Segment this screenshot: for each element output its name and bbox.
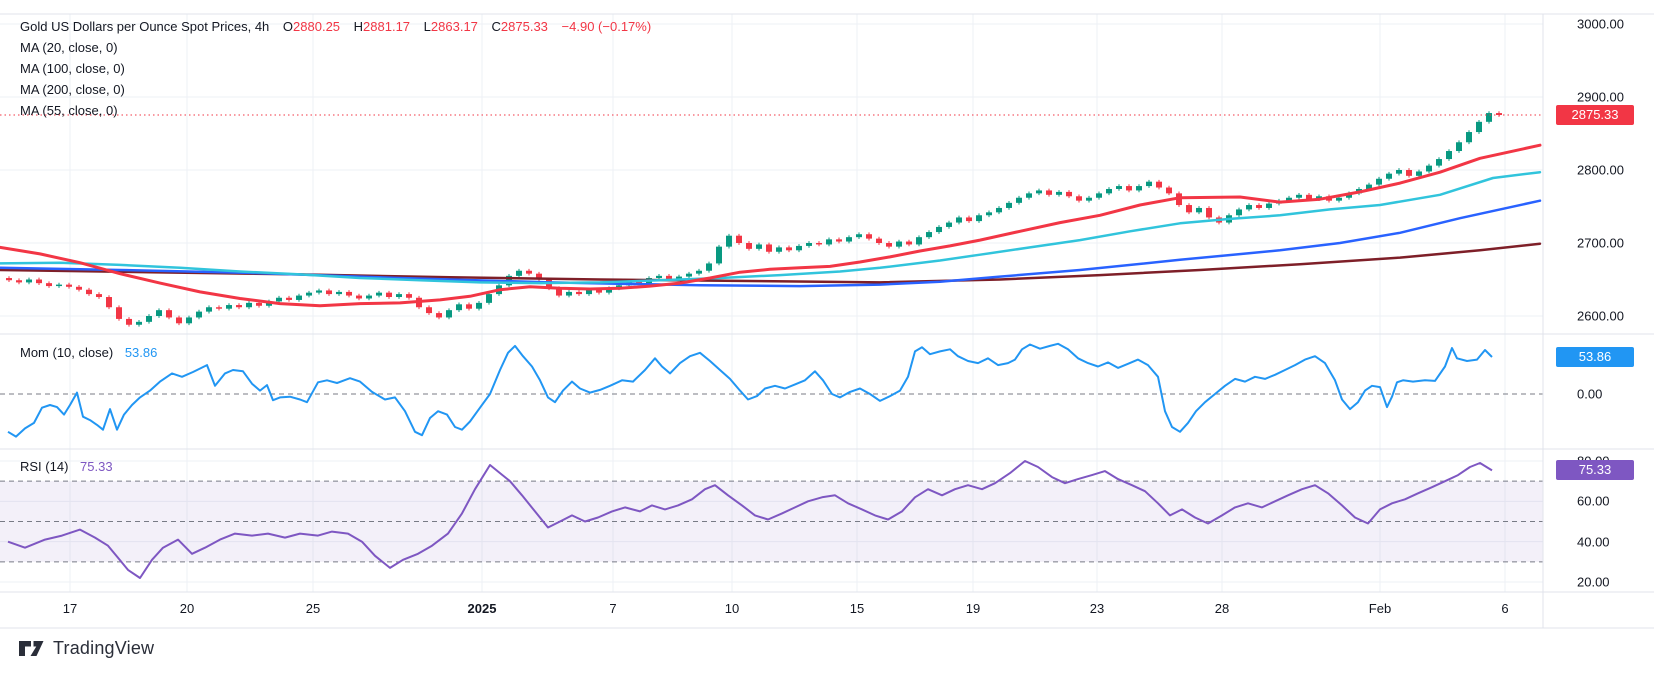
price-scale[interactable] xyxy=(1543,14,1654,592)
rsi-pane[interactable] xyxy=(0,449,1543,592)
tradingview-logo[interactable]: TradingView xyxy=(18,638,154,659)
time-scale[interactable] xyxy=(0,592,1654,628)
tradingview-logo-text: TradingView xyxy=(53,638,155,658)
main-pane[interactable] xyxy=(0,14,1543,334)
momentum-pane[interactable] xyxy=(0,334,1543,449)
tradingview-logo-icon xyxy=(19,641,44,656)
